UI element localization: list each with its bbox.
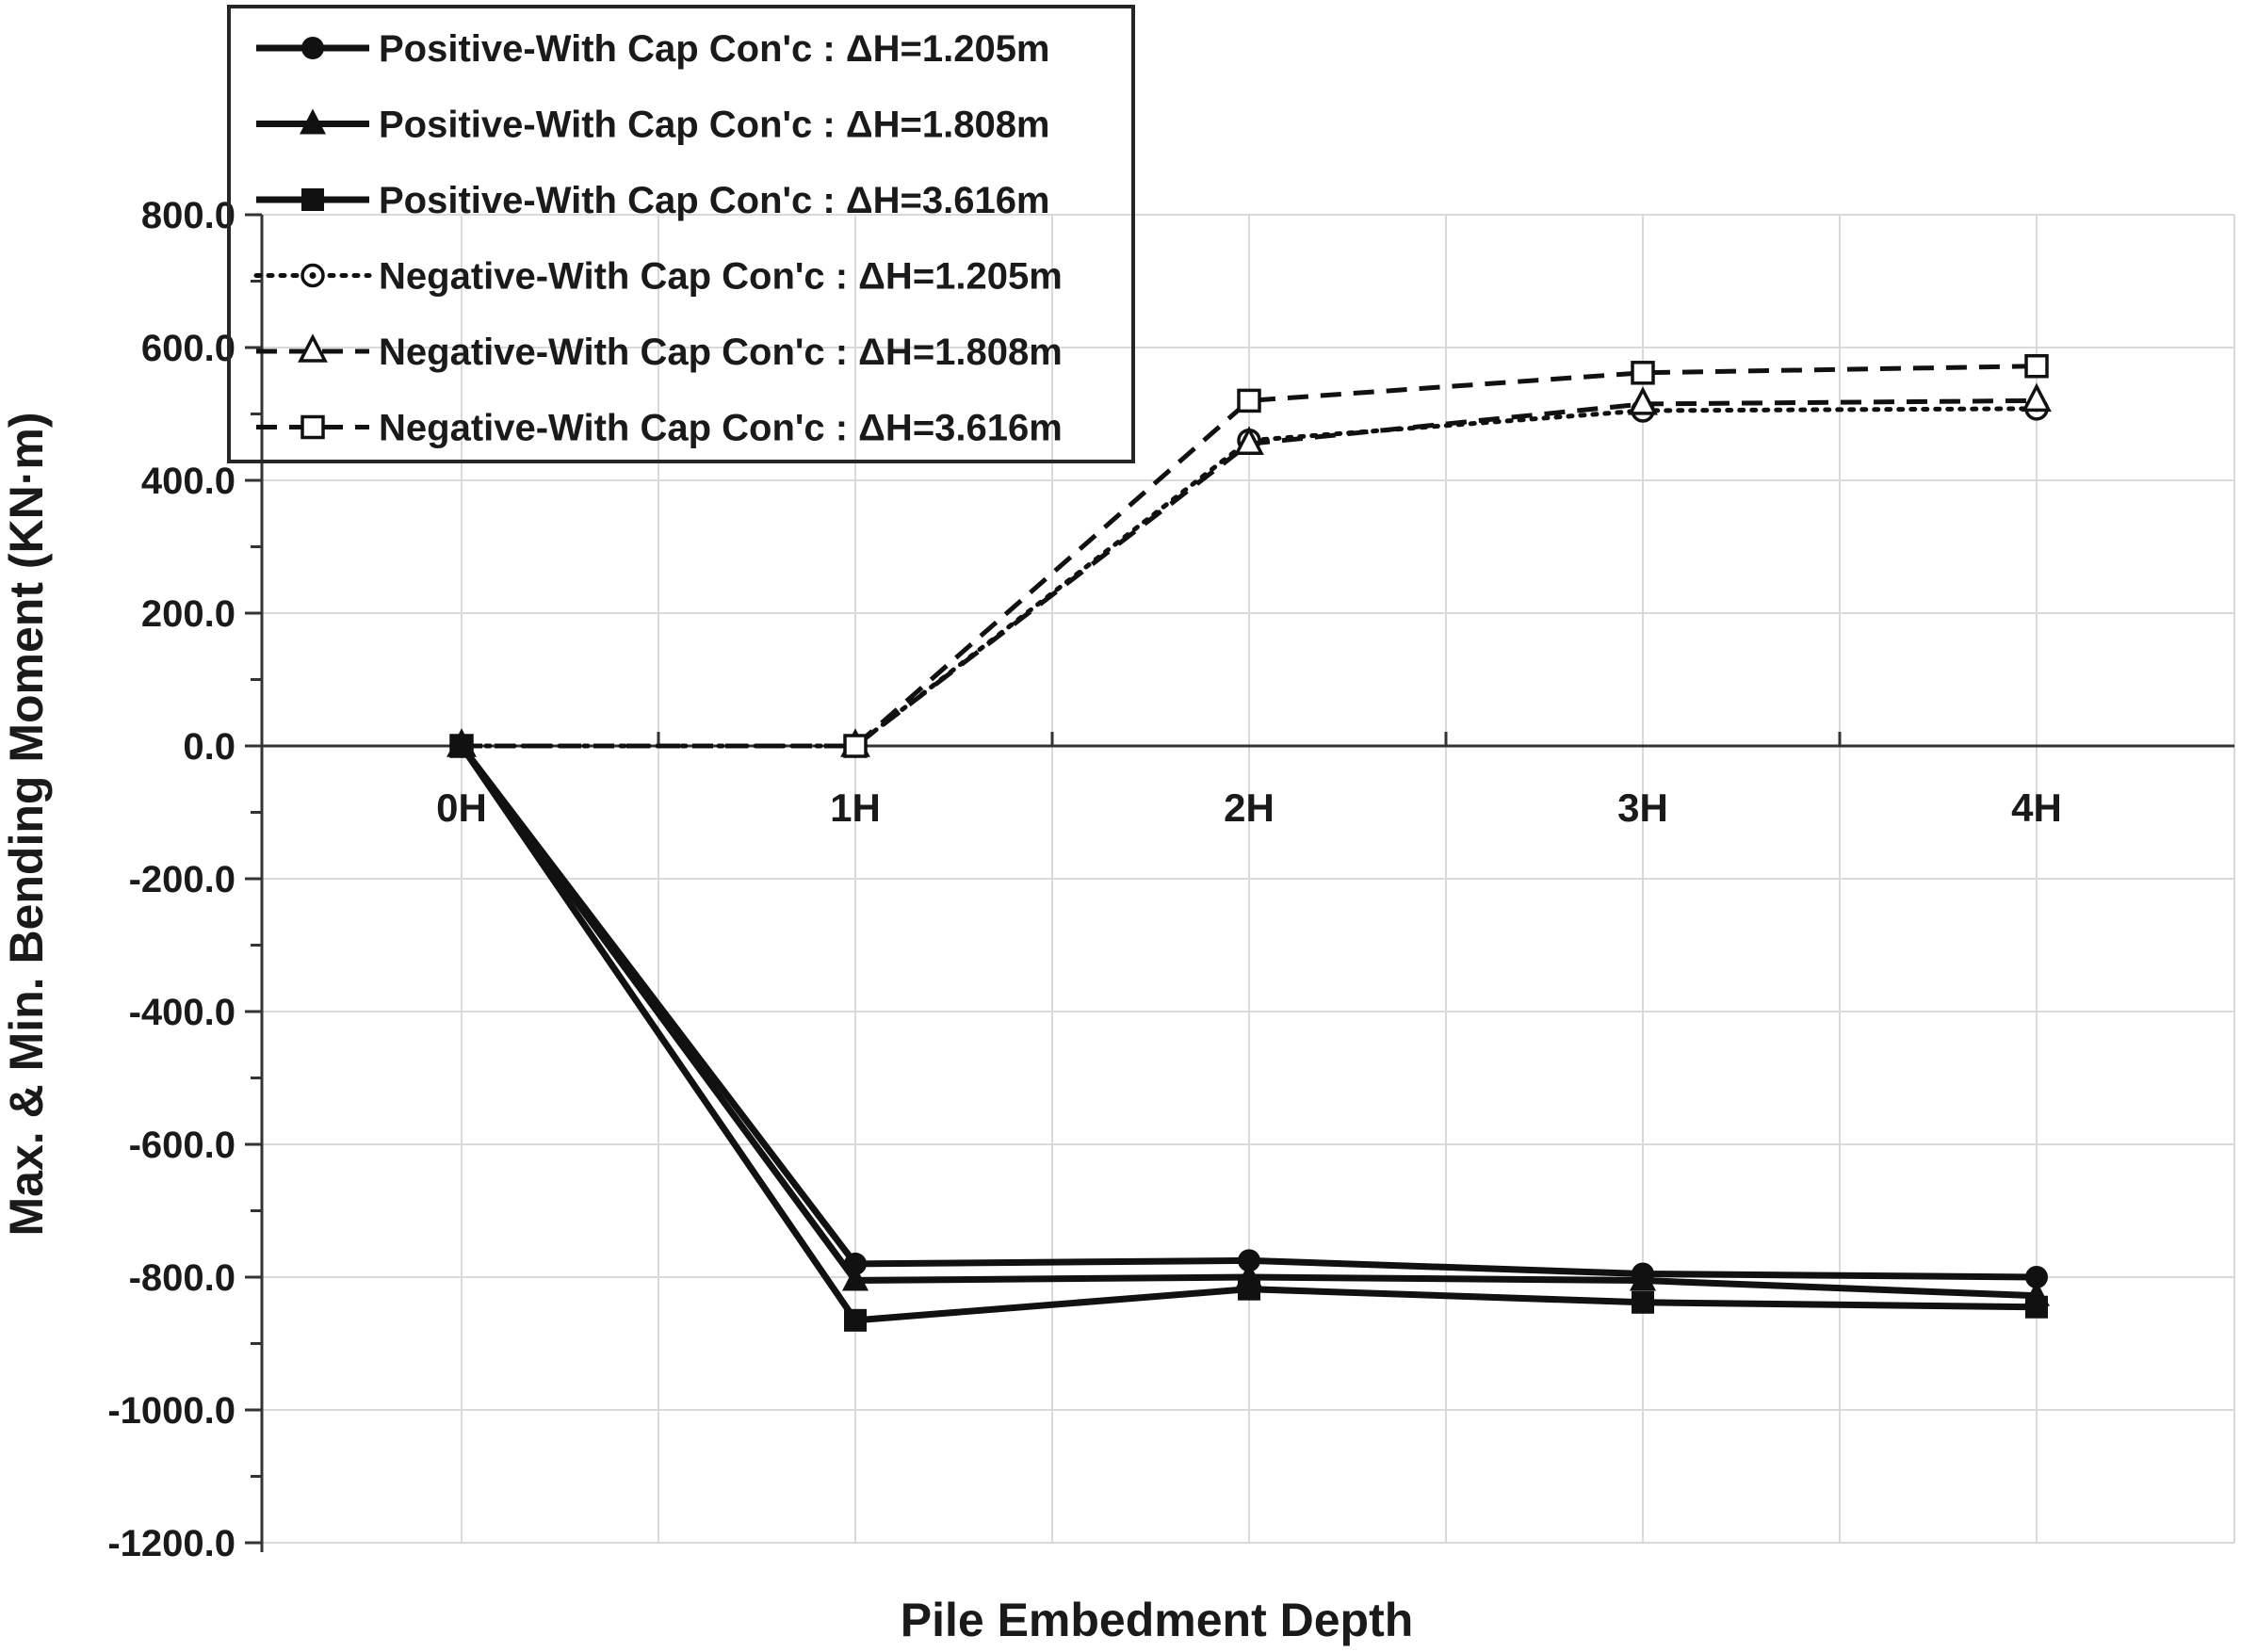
marker-open-triangle	[2022, 382, 2052, 413]
y-tick-label: 200.0	[141, 593, 235, 635]
marker-filled-triangle	[1630, 1265, 1656, 1291]
marker-filled-triangle	[300, 108, 326, 135]
marker-filled-circle	[2025, 1266, 2048, 1288]
legend-marker	[300, 414, 325, 440]
y-tick-label: -1200.0	[107, 1523, 235, 1564]
x-category-label: 2H	[1224, 786, 1275, 830]
legend-label: Negative-With Cap Con'c : ΔH=1.205m	[379, 256, 1063, 298]
y-axis-title: Max. & Min. Bending Moment (KN·m)	[0, 413, 53, 1237]
legend: Positive-With Cap Con'c : ΔH=1.205m Posit…	[227, 5, 1135, 463]
series-2-markers	[450, 735, 2048, 1332]
legend-item-4: Negative-With Cap Con'c : ΔH=1.808m	[256, 332, 1063, 373]
y-tick-label: -200.0	[129, 859, 235, 900]
axes	[245, 213, 2234, 1552]
marker-filled-circle	[301, 37, 324, 59]
marker-open-square	[1631, 361, 1655, 385]
y-tick-label: -1000.0	[107, 1390, 235, 1432]
marker-filled-square	[2025, 1295, 2048, 1319]
legend-item-1: Positive-With Cap Con'c : ΔH=1.808m	[256, 105, 1050, 146]
x-axis-title: Pile Embedment Depth	[901, 1594, 1414, 1646]
x-category-label: 0H	[436, 786, 487, 830]
gridlines	[262, 214, 2235, 1544]
marker-open-square	[2024, 353, 2049, 379]
y-tick-label: 800.0	[141, 195, 235, 236]
marker-open-triangle	[1234, 426, 1264, 455]
marker-open-triangle	[298, 333, 328, 363]
marker-filled-square	[1632, 1290, 1654, 1314]
legend-label: Positive-With Cap Con'c : ΔH=1.205m	[379, 28, 1050, 70]
legend-item-2: Positive-With Cap Con'c : ΔH=3.616m	[256, 180, 1050, 221]
marker-center-dot	[309, 272, 317, 279]
y-tick-label: -600.0	[129, 1125, 235, 1166]
y-tick-label: 600.0	[141, 328, 235, 369]
x-category-label: 1H	[830, 786, 881, 830]
y-tick-label: 400.0	[141, 461, 235, 502]
marker-filled-square	[844, 1308, 867, 1332]
legend-label: Negative-With Cap Con'c : ΔH=3.616m	[379, 408, 1063, 449]
marker-filled-square	[450, 735, 473, 757]
marker-open-square	[843, 734, 868, 758]
y-tick-labels: 800.0 600.0 400.0 200.0 0.0 -200.0 -400.0 -600.…	[107, 195, 235, 1564]
marker-open-triangle	[1628, 386, 1658, 415]
legend-label: Positive-With Cap Con'c : ΔH=1.808m	[379, 105, 1050, 146]
marker-filled-square	[1238, 1277, 1260, 1301]
y-tick-label: 0.0	[183, 726, 235, 768]
legend-marker	[301, 188, 324, 211]
marker-filled-square	[301, 188, 324, 211]
legend-marker	[300, 108, 326, 135]
x-category-label: 4H	[2011, 786, 2062, 830]
legend-item-3: Negative-With Cap Con'c : ΔH=1.205m	[253, 256, 1063, 298]
marker-filled-triangle	[842, 1265, 869, 1291]
legend-item-0: Positive-With Cap Con'c : ΔH=1.205m	[256, 28, 1050, 70]
legend-label: Positive-With Cap Con'c : ΔH=3.616m	[379, 180, 1050, 221]
y-tick-label: -400.0	[129, 992, 235, 1033]
marker-filled-circle	[1238, 1249, 1260, 1272]
marker-open-square	[1237, 388, 1261, 413]
y-tick-label: -800.0	[129, 1257, 235, 1299]
marker-open-square	[300, 414, 325, 440]
legend-marker	[301, 37, 324, 59]
legend-marker	[300, 263, 325, 288]
legend-marker	[298, 333, 328, 363]
legend-border	[227, 5, 1135, 463]
x-tick-labels: 0H 1H 2H 3H 4H	[436, 786, 2062, 830]
x-category-label: 3H	[1617, 786, 1668, 830]
legend-item-5: Negative-With Cap Con'c : ΔH=3.616m	[256, 408, 1063, 449]
legend-label: Negative-With Cap Con'c : ΔH=1.808m	[379, 332, 1063, 373]
